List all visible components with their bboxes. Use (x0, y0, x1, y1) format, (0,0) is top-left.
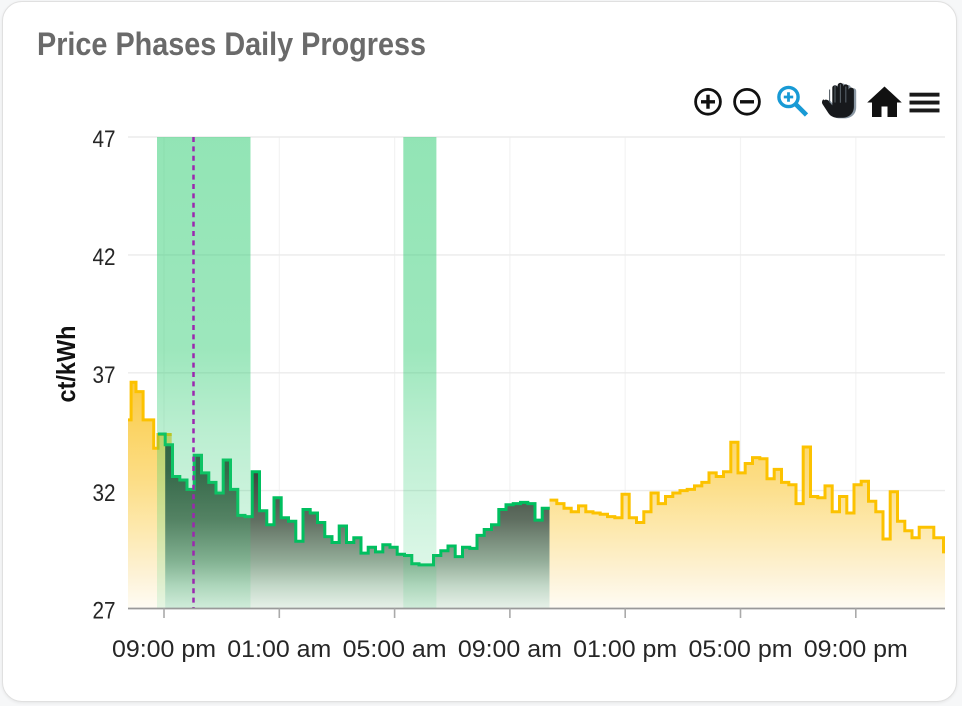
svg-text:09:00 am: 09:00 am (458, 636, 562, 663)
svg-text:01:00 am: 01:00 am (227, 636, 331, 663)
svg-text:42: 42 (93, 244, 116, 271)
svg-text:32: 32 (93, 480, 116, 507)
svg-text:47: 47 (93, 126, 116, 153)
svg-text:09:00 pm: 09:00 pm (112, 636, 216, 663)
svg-text:37: 37 (93, 362, 116, 389)
svg-text:09:00 pm: 09:00 pm (804, 636, 908, 663)
svg-text:01:00 pm: 01:00 pm (573, 636, 677, 663)
svg-text:05:00 pm: 05:00 pm (689, 636, 793, 663)
svg-text:ct/kWh: ct/kWh (51, 326, 81, 403)
svg-text:27: 27 (93, 598, 116, 625)
svg-text:05:00 am: 05:00 am (343, 636, 447, 663)
